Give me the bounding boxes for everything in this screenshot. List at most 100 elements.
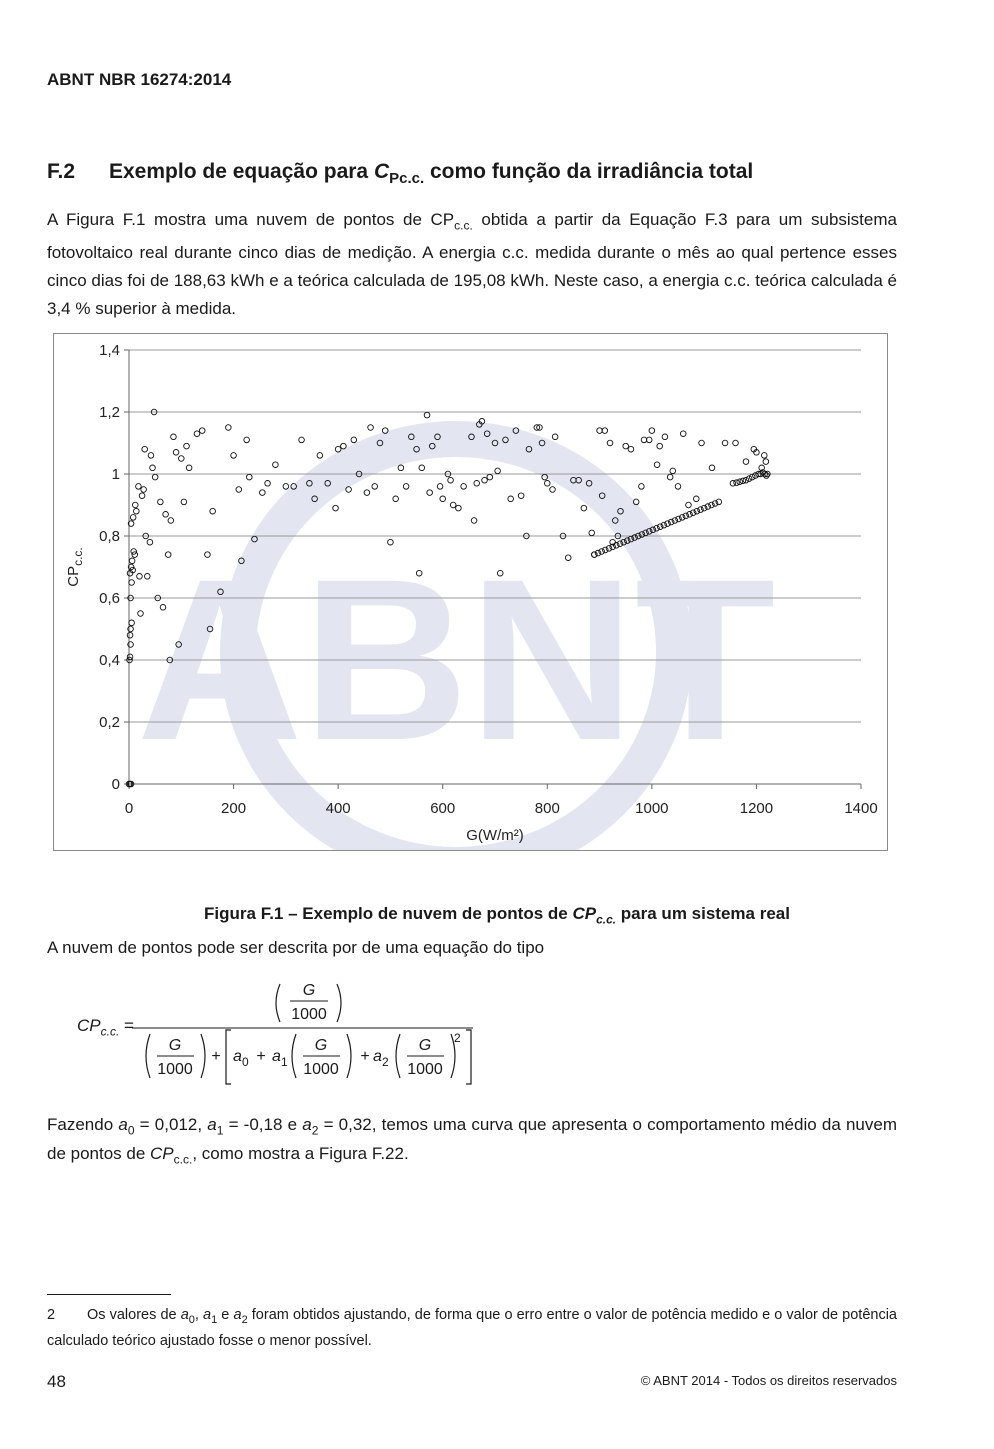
- data-point: [645, 436, 653, 444]
- data-point: [198, 427, 206, 434]
- data-point: [715, 498, 723, 506]
- data-point: [332, 504, 339, 512]
- data-point: [376, 439, 384, 447]
- data-point: [631, 534, 638, 541]
- data-point: [150, 408, 158, 416]
- data-point: [494, 467, 501, 475]
- data-point: [606, 439, 614, 447]
- coefficients-paragraph: Fazendo a0 = 0,012, a1 = -0,18 e a2 = 0,…: [47, 1113, 897, 1172]
- den1-G: G: [169, 1037, 181, 1054]
- caption-var-sub: c.c.: [596, 912, 617, 927]
- data-point: [729, 480, 737, 487]
- data-point: [742, 458, 750, 465]
- fn-a2: a: [233, 1307, 242, 1323]
- data-point: [675, 515, 682, 523]
- data-point: [230, 452, 237, 459]
- document-header: ABNT NBR 16274:2014: [47, 70, 232, 89]
- data-point: [141, 445, 148, 453]
- data-point: [486, 473, 494, 481]
- data-point: [350, 436, 358, 444]
- x-tick-label: 800: [535, 800, 560, 817]
- data-point: [392, 495, 399, 503]
- data-point: [444, 470, 452, 478]
- data-point: [408, 433, 415, 441]
- data-point: [666, 473, 674, 481]
- data-point: [151, 473, 159, 481]
- data-point: [653, 524, 660, 532]
- data-point: [605, 545, 613, 552]
- data-point: [591, 551, 598, 558]
- data-point: [137, 610, 144, 617]
- data-point: [682, 512, 690, 520]
- data-point: [698, 439, 705, 447]
- data-point: [183, 442, 190, 450]
- data-point: [455, 504, 462, 512]
- den-a1-sub: 1: [281, 1055, 288, 1069]
- num-paren-left: [275, 983, 281, 1023]
- p3-a2-sub: 2: [311, 1123, 319, 1138]
- data-point: [439, 495, 446, 503]
- data-point: [135, 483, 142, 490]
- y-tick-label: 1: [112, 466, 120, 483]
- p3-a0: a: [118, 1115, 128, 1134]
- data-point: [525, 445, 533, 453]
- den-a0-sub: 0: [242, 1055, 249, 1069]
- equation-rhs: G 1000 G 1000 + a 0 + a 1 G 1000 + a 2 G…: [132, 982, 473, 1085]
- data-point: [128, 557, 136, 565]
- intro-text-pre: A Figura F.1 mostra uma nuvem de pontos …: [47, 210, 455, 229]
- data-point: [127, 625, 134, 633]
- data-point: [601, 427, 609, 434]
- copyright-notice: © ABNT 2014 - Todos os direitos reservad…: [640, 1373, 897, 1388]
- data-point: [617, 507, 624, 515]
- data-point: [739, 477, 747, 485]
- den1-paren-right: [200, 1033, 206, 1079]
- y-tick-label: 1,2: [99, 404, 120, 421]
- data-point: [413, 445, 420, 453]
- data-point: [164, 551, 172, 558]
- data-point: [638, 483, 645, 490]
- data-point: [126, 653, 134, 661]
- data-point: [697, 506, 704, 513]
- data-point: [559, 532, 567, 540]
- data-point: [127, 641, 134, 648]
- page-number: 48: [47, 1372, 66, 1391]
- den3-paren-left: [395, 1033, 401, 1079]
- data-point: [632, 498, 640, 506]
- data-point: [598, 492, 606, 499]
- data-point: [757, 470, 764, 478]
- den1-1000: 1000: [157, 1061, 193, 1078]
- data-point: [235, 486, 243, 493]
- data-point: [316, 452, 324, 459]
- data-point: [142, 532, 149, 540]
- p3-t2: = 0,012,: [134, 1115, 208, 1134]
- scatter-chart-frame: ABNT 0 0,2 0,4 0,6 0,8 1 1,2 1,4 0 200 400 600 800 10…: [53, 333, 888, 851]
- caption-var: CP: [572, 904, 597, 923]
- p3-a1: a: [207, 1115, 217, 1134]
- data-point: [246, 473, 253, 481]
- data-point: [144, 573, 151, 580]
- data-point: [761, 452, 768, 459]
- data-point: [502, 436, 509, 444]
- p3-t3: = -0,18 e: [223, 1115, 303, 1134]
- data-point: [671, 517, 679, 524]
- section-heading: F.2 Exemplo de equação para CPc.c. como f…: [47, 160, 753, 187]
- den-a2: a: [373, 1048, 382, 1065]
- data-point: [468, 433, 475, 441]
- fn-a1-sub: 1: [211, 1313, 218, 1326]
- data-point: [620, 538, 627, 546]
- data-point: [149, 464, 156, 472]
- data-point: [178, 455, 185, 462]
- data-point: [175, 641, 182, 648]
- data-point: [470, 517, 478, 524]
- data-point: [575, 476, 582, 484]
- data-point: [616, 540, 624, 547]
- figure-caption: Figura F.1 – Exemplo de nuvem de pontos …: [0, 904, 994, 926]
- data-point: [664, 520, 671, 527]
- data-point: [693, 495, 700, 503]
- data-point: [447, 476, 454, 484]
- data-point: [678, 514, 686, 521]
- data-point: [426, 489, 433, 496]
- data-point: [434, 433, 441, 441]
- data-point: [733, 479, 740, 486]
- scatter-chart: ABNT 0 0,2 0,4 0,6 0,8 1 1,2 1,4 0 200 400 600 800 10…: [65, 342, 878, 850]
